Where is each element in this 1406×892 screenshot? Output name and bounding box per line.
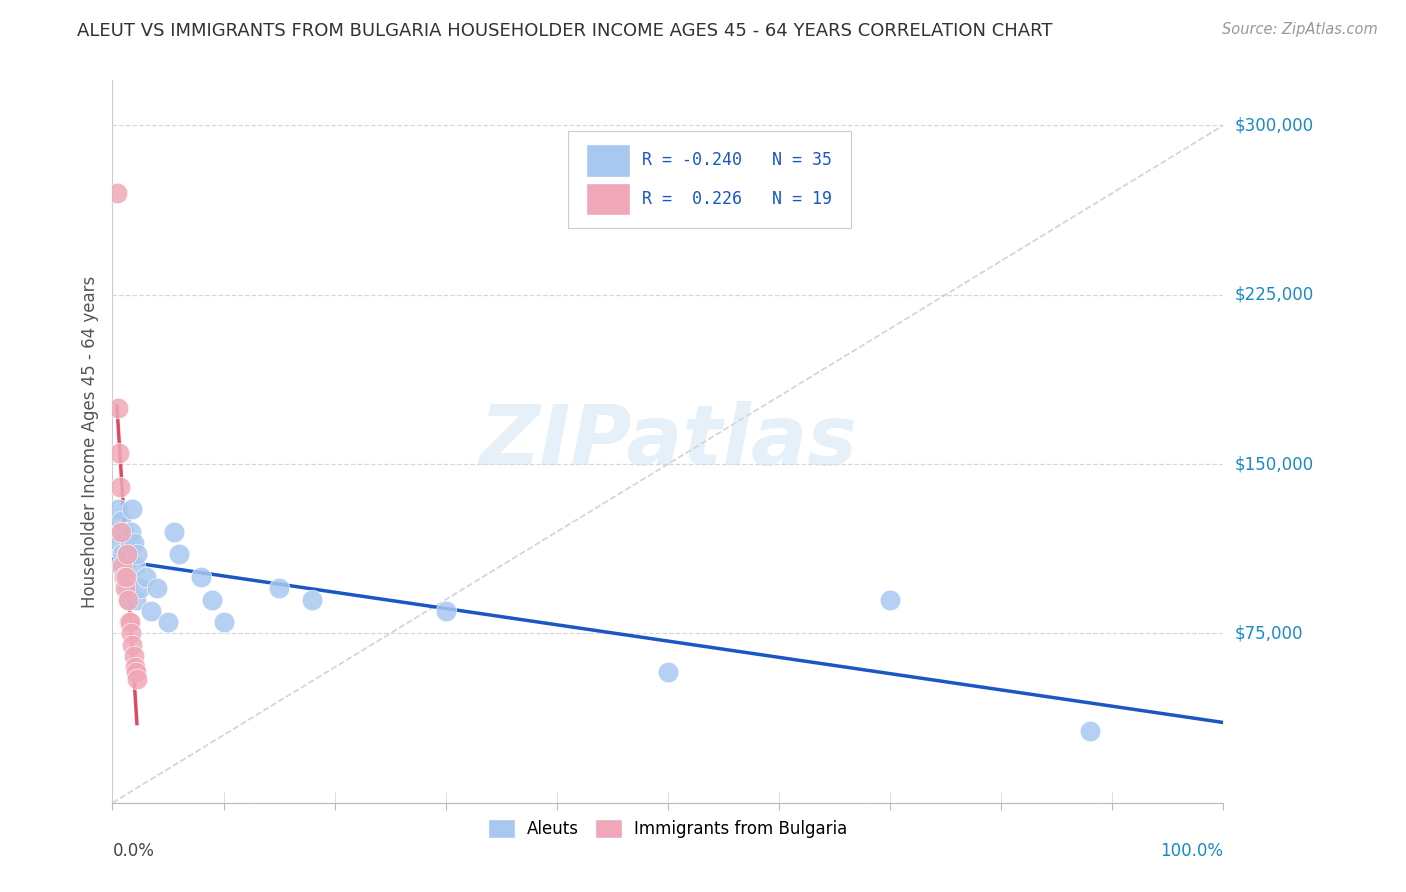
Text: R =  0.226   N = 19: R = 0.226 N = 19 [643, 190, 832, 208]
Text: Source: ZipAtlas.com: Source: ZipAtlas.com [1222, 22, 1378, 37]
Point [267, 582, 291, 596]
Text: $300,000: $300,000 [1234, 117, 1313, 135]
Point [114, 582, 136, 596]
Text: ZIPatlas: ZIPatlas [479, 401, 856, 482]
Text: $150,000: $150,000 [1234, 455, 1313, 473]
Point [146, 582, 169, 596]
Point [112, 524, 135, 539]
Point [118, 592, 141, 607]
Point [879, 592, 901, 607]
Point [121, 502, 143, 516]
Text: 100.0%: 100.0% [1160, 842, 1223, 860]
Point [120, 615, 142, 630]
Point [135, 570, 157, 584]
Point [124, 660, 146, 674]
Point [111, 558, 134, 573]
Y-axis label: Householder Income Ages 45 - 64 years: Householder Income Ages 45 - 64 years [80, 276, 98, 607]
Point [157, 615, 180, 630]
Text: ALEUT VS IMMIGRANTS FROM BULGARIA HOUSEHOLDER INCOME AGES 45 - 64 YEARS CORRELAT: ALEUT VS IMMIGRANTS FROM BULGARIA HOUSEH… [77, 22, 1053, 40]
Point [201, 592, 224, 607]
FancyBboxPatch shape [586, 184, 628, 214]
Point [105, 186, 128, 201]
Point [110, 524, 132, 539]
Point [110, 536, 132, 550]
Point [1078, 723, 1101, 738]
Point [118, 615, 141, 630]
Point [125, 672, 148, 686]
Text: R = -0.240   N = 35: R = -0.240 N = 35 [643, 152, 832, 169]
Text: $75,000: $75,000 [1234, 624, 1303, 642]
Point [212, 615, 235, 630]
Point [167, 548, 190, 562]
Point [117, 592, 139, 607]
Point [434, 604, 457, 618]
Point [112, 570, 135, 584]
Point [121, 638, 143, 652]
Point [115, 548, 138, 562]
Point [120, 524, 142, 539]
Point [117, 582, 139, 596]
Text: $225,000: $225,000 [1234, 285, 1313, 304]
Point [657, 665, 679, 679]
FancyBboxPatch shape [568, 131, 851, 228]
Point [108, 446, 131, 460]
Point [125, 665, 148, 679]
Point [124, 558, 146, 573]
Point [120, 626, 142, 640]
FancyBboxPatch shape [586, 145, 628, 176]
Text: 0.0%: 0.0% [112, 842, 155, 860]
Point [114, 570, 136, 584]
Point [162, 524, 184, 539]
Point [110, 514, 132, 528]
Point [120, 536, 142, 550]
Point [110, 558, 132, 573]
Point [114, 558, 136, 573]
Point [122, 648, 145, 663]
Point [141, 604, 163, 618]
Point [129, 582, 152, 596]
Point [122, 536, 145, 550]
Point [190, 570, 212, 584]
Point [115, 548, 138, 562]
Point [107, 401, 129, 415]
Point [125, 548, 148, 562]
Legend: Aleuts, Immigrants from Bulgaria: Aleuts, Immigrants from Bulgaria [482, 814, 853, 845]
Point [108, 524, 131, 539]
Point [114, 570, 136, 584]
Point [111, 548, 134, 562]
Point [110, 480, 132, 494]
Point [301, 592, 323, 607]
Point [125, 592, 148, 607]
Point [107, 502, 129, 516]
